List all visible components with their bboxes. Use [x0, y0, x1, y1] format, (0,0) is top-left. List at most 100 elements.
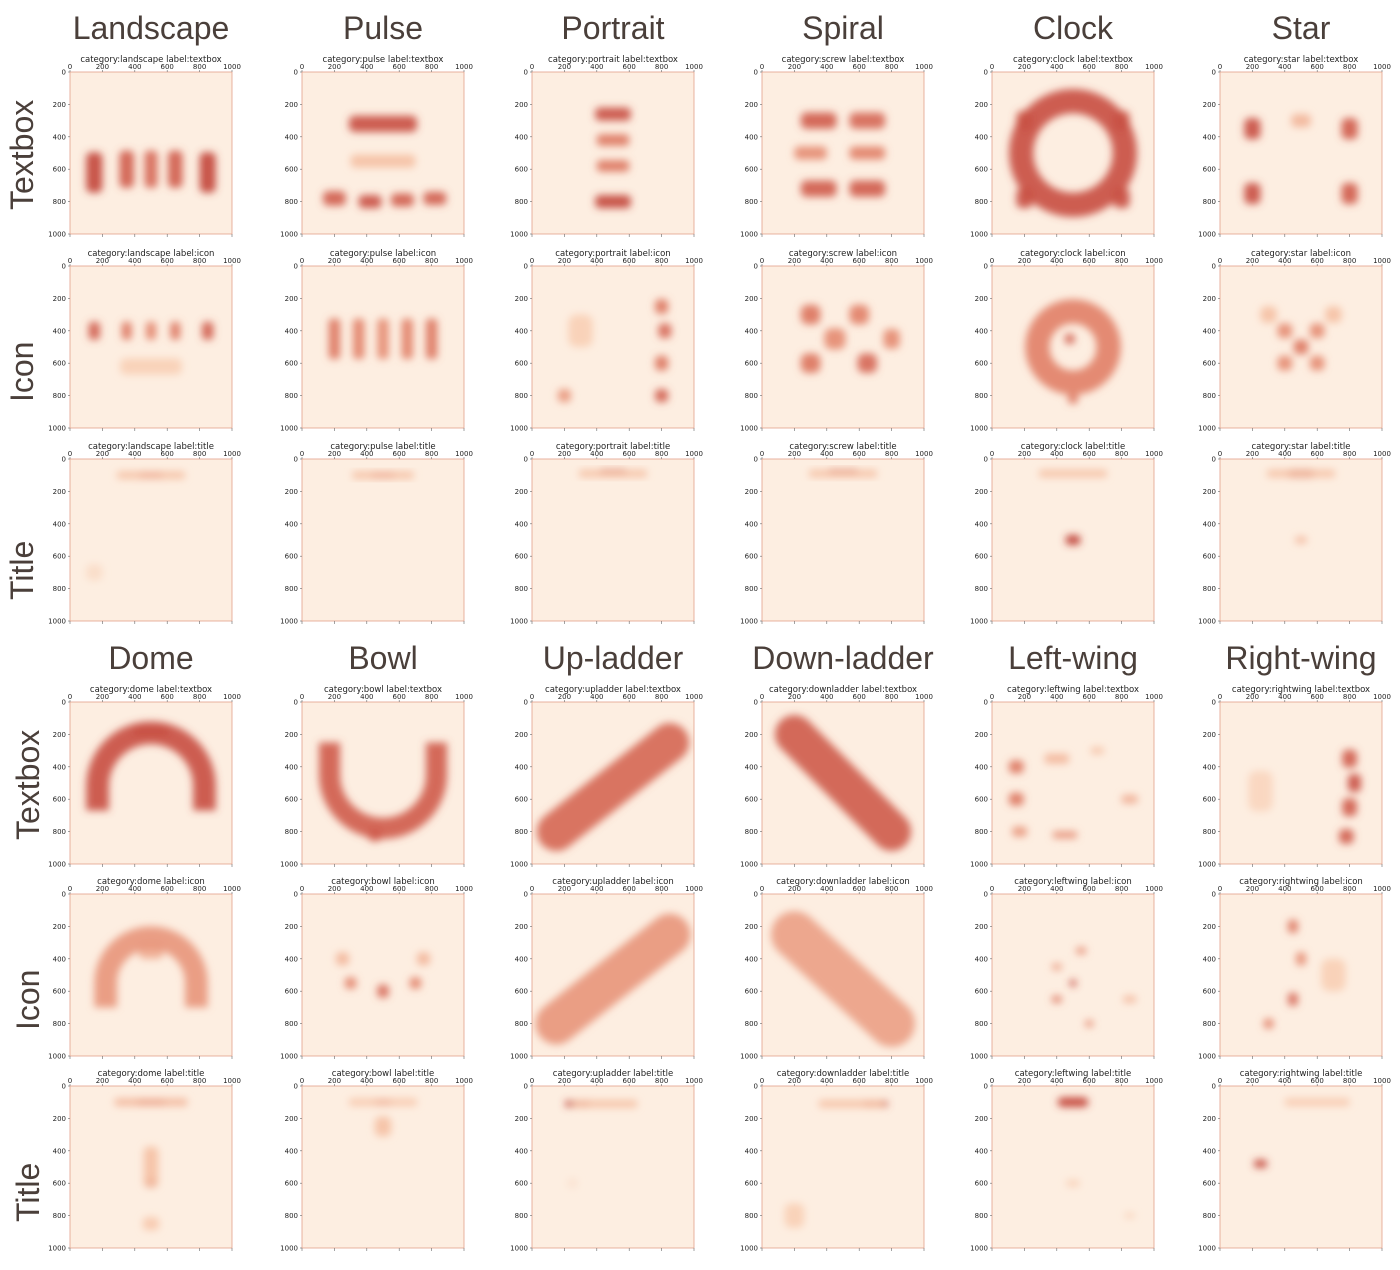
y-tick-label: 400 — [1203, 327, 1216, 335]
heatmap-panel: category:bowl label:icon 0 200 400 600 800 100… — [280, 877, 473, 1061]
x-tick-label: 200 — [1246, 257, 1259, 265]
y-tick-label: 800 — [1203, 585, 1216, 593]
heatmap-blob — [114, 1098, 188, 1106]
x-tick-label: 200 — [1246, 450, 1259, 458]
y-tick-label: 0 — [62, 1083, 66, 1091]
heatmap-panel: category:screw label:icon 0 200 400 600 800 10… — [740, 249, 933, 433]
panel-title: category:clock label:icon — [1020, 249, 1125, 259]
x-tick-label: 800 — [885, 63, 898, 71]
heatmap-panel: category:screw label:textbox 0 200 400 600 80… — [740, 55, 933, 239]
y-tick-label: 200 — [285, 295, 298, 303]
plot-frame — [301, 71, 465, 235]
heatmap-blob — [377, 318, 389, 360]
y-tick-label: 1000 — [970, 425, 988, 433]
panel-title: category:star label:textbox — [1244, 55, 1359, 65]
x-tick-label: 200 — [788, 885, 801, 893]
heatmap-panel: category:dome label:textbox 0 200 400 600 800… — [48, 685, 241, 869]
heatmap-panel: category:bowl label:title 0 200 400 600 800 10… — [280, 1069, 473, 1253]
y-tick-label: 0 — [1212, 891, 1216, 899]
x-tick-label: 0 — [760, 63, 764, 71]
heatmap-blob — [391, 193, 414, 207]
y-tick-label: 600 — [53, 796, 66, 804]
x-tick-label: 200 — [1018, 63, 1031, 71]
y-tick-label: 400 — [1203, 520, 1216, 528]
x-tick-label: 800 — [655, 257, 668, 265]
y-tick-label: 0 — [984, 456, 988, 464]
y-tick-label: 800 — [975, 1212, 988, 1220]
heatmap-blob — [1052, 831, 1078, 839]
y-tick-label: 200 — [53, 923, 66, 931]
y-tick-label: 400 — [515, 763, 528, 771]
x-tick-label: 1000 — [223, 450, 241, 458]
x-tick-label: 1000 — [915, 450, 933, 458]
heatmap-background — [992, 1086, 1154, 1248]
y-tick-label: 1000 — [970, 1245, 988, 1253]
x-tick-label: 600 — [393, 1077, 406, 1085]
panel-title: category:bowl label:icon — [331, 877, 434, 887]
x-tick-label: 800 — [193, 885, 206, 893]
heatmap-blob — [1277, 323, 1293, 339]
y-tick-label: 400 — [745, 520, 758, 528]
y-tick-label: 800 — [515, 828, 528, 836]
heatmap-blob — [202, 321, 214, 340]
x-tick-label: 800 — [1115, 885, 1128, 893]
heatmap-blob — [655, 389, 669, 403]
y-tick-label: 0 — [1212, 69, 1216, 77]
x-tick-label: 1000 — [915, 257, 933, 265]
y-tick-label: 200 — [515, 295, 528, 303]
x-tick-label: 1000 — [1145, 63, 1163, 71]
y-tick-label: 600 — [745, 796, 758, 804]
y-tick-label: 1000 — [1198, 1053, 1216, 1061]
x-tick-label: 0 — [1218, 885, 1222, 893]
heatmap-blob — [425, 318, 438, 360]
heatmap-blob — [1069, 979, 1077, 987]
plot-frame — [991, 1085, 1155, 1249]
panel-title: category:dome label:title — [98, 1069, 205, 1079]
x-tick-label: 200 — [96, 693, 109, 701]
heatmap-blob — [170, 321, 181, 340]
heatmap-blob — [655, 299, 669, 314]
heatmap-background — [1220, 894, 1382, 1056]
y-tick-label: 400 — [53, 1147, 66, 1155]
heatmap-panel: category:upladder label:textbox 0 200 400 60… — [510, 685, 703, 869]
heatmap-blob — [849, 146, 886, 160]
heatmap-background — [1220, 1086, 1382, 1248]
x-tick-label: 800 — [425, 450, 438, 458]
heatmap-blob — [1266, 469, 1336, 478]
y-tick-label: 400 — [285, 327, 298, 335]
x-tick-label: 1000 — [223, 693, 241, 701]
x-tick-label: 200 — [328, 693, 341, 701]
y-tick-label: 600 — [285, 1180, 298, 1188]
heatmap-blob — [824, 328, 846, 350]
y-tick-label: 800 — [975, 392, 988, 400]
x-tick-label: 1000 — [223, 257, 241, 265]
heatmap-panel: category:pulse label:textbox 0 200 400 600 80… — [280, 55, 473, 239]
heatmap-diagonal — [774, 714, 912, 852]
y-tick-label: 200 — [285, 488, 298, 496]
y-tick-label: 200 — [515, 731, 528, 739]
x-tick-label: 400 — [1278, 450, 1291, 458]
y-tick-label: 0 — [984, 69, 988, 77]
x-tick-label: 800 — [1115, 257, 1128, 265]
heatmap-blob — [1254, 1159, 1267, 1168]
y-tick-label: 0 — [1212, 699, 1216, 707]
y-tick-label: 0 — [1212, 263, 1216, 271]
y-tick-label: 800 — [515, 392, 528, 400]
heatmap-blob — [1068, 393, 1078, 404]
y-tick-label: 600 — [285, 796, 298, 804]
heatmap-blob — [1085, 1020, 1094, 1027]
heatmap-blob — [1263, 1018, 1274, 1029]
y-tick-label: 200 — [53, 731, 66, 739]
y-tick-label: 0 — [754, 69, 758, 77]
y-tick-label: 400 — [745, 327, 758, 335]
x-tick-label: 0 — [1218, 257, 1222, 265]
x-tick-label: 600 — [623, 693, 636, 701]
x-tick-label: 800 — [1115, 693, 1128, 701]
heatmap-panel: category:dome label:title 0 200 400 600 800 10… — [48, 1069, 241, 1253]
heatmap-background — [532, 459, 694, 621]
panel-title: category:portrait label:icon — [555, 249, 670, 259]
y-tick-label: 600 — [53, 988, 66, 996]
x-tick-label: 200 — [1246, 885, 1259, 893]
heatmap-panel: category:portrait label:icon 0 200 400 600 80… — [510, 249, 703, 433]
column-title: Landscape — [72, 10, 230, 46]
